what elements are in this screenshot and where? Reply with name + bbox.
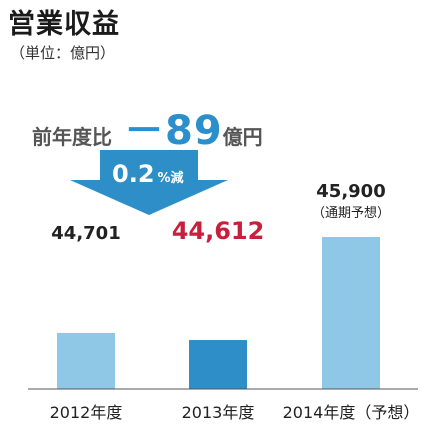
yoy-unit: 億円 bbox=[222, 125, 263, 149]
bar-0 bbox=[57, 332, 115, 389]
bar-value-label-1: 44,612 bbox=[172, 217, 265, 245]
bar-2 bbox=[322, 237, 380, 389]
decrease-arrow-shape bbox=[70, 150, 228, 215]
bar-value-label-2: 45,900 bbox=[316, 181, 385, 202]
yoy-comparison: 前年度比 －89 億円 bbox=[32, 98, 263, 156]
bar-sublabel-2: （通期予想） bbox=[312, 205, 390, 221]
yoy-label: 前年度比 bbox=[32, 125, 112, 149]
chart-title: 営業収益 bbox=[8, 9, 120, 40]
bar-1 bbox=[189, 340, 247, 389]
unit-note: （単位：億円） bbox=[10, 44, 116, 62]
category-label-0: 2012年度 bbox=[50, 403, 123, 422]
decrease-arrow: 0.2 %減 bbox=[70, 150, 228, 215]
decrease-rate-label: 0.2 %減 bbox=[112, 160, 184, 188]
bar-value-label-0: 44,701 bbox=[51, 223, 120, 244]
category-label-1: 2013年度 bbox=[182, 403, 255, 422]
decrease-rate-suffix: %減 bbox=[158, 170, 184, 186]
yoy-value: －89 bbox=[124, 108, 223, 154]
decrease-rate-value: 0.2 bbox=[112, 160, 155, 188]
category-label-2: 2014年度（予想） bbox=[283, 403, 420, 422]
bars-layer: 44,701 2012年度 44,612 2013年度 45,900 （通期予想） 2014… bbox=[50, 181, 420, 422]
